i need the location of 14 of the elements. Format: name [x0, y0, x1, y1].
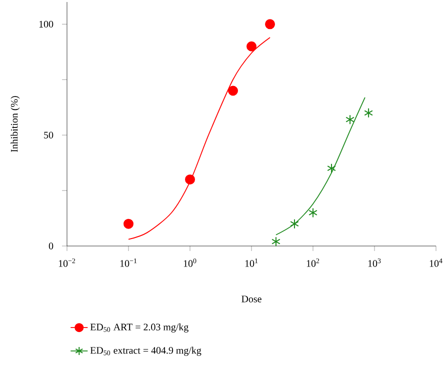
x-tick-label: 10$^{−2}$	[58, 258, 76, 267]
x-tick-label: 10$^{2}$	[306, 258, 320, 267]
x-axis-title: Dose	[242, 296, 262, 302]
y-tick-label: 50	[44, 132, 54, 138]
x-tick-label: 10$^{−1}$	[120, 258, 137, 267]
y-tick-label: 100	[39, 20, 54, 28]
x-tick-label: 10$^{4}$	[430, 258, 442, 267]
legend-label: ED$_{50}$ ART = 2.03 mg/kg	[90, 323, 188, 332]
x-tick-label: 10$^{1}$	[245, 258, 258, 267]
y-axis-title: Inhibition (%)	[10, 96, 20, 152]
y-tick-label: 0	[48, 242, 54, 250]
legend-label: ED$_{50}$ extract = 404.9 mg/kg	[90, 346, 202, 356]
x-tick-label: 10$^{0}$	[184, 258, 196, 267]
x-tick-label: 10$^{3}$	[368, 258, 381, 267]
